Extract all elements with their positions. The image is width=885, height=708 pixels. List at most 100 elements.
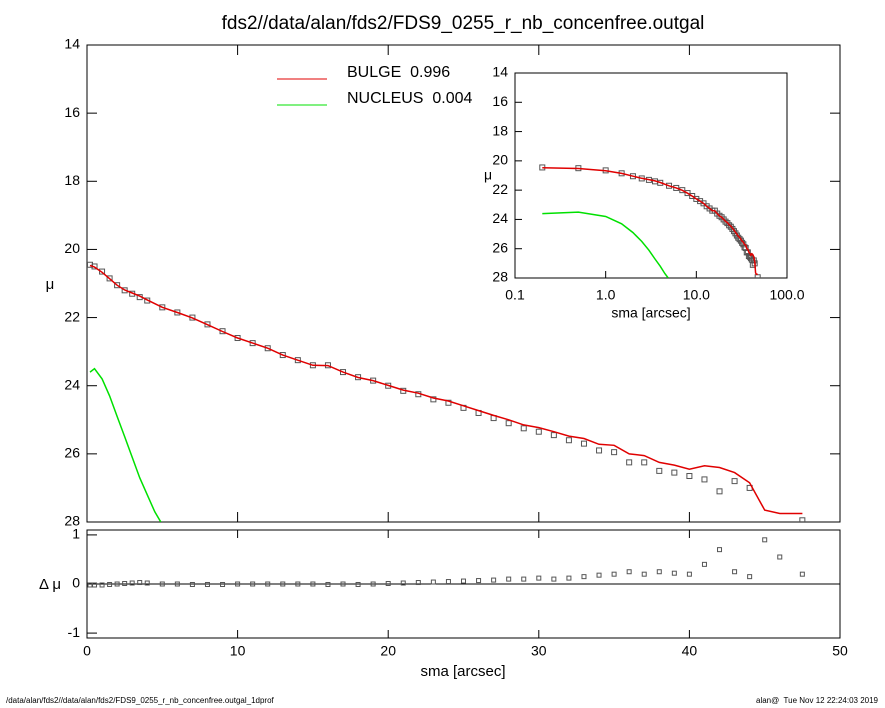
data-point [550, 432, 557, 439]
residual-point [626, 569, 632, 575]
residual-point [747, 574, 753, 580]
series-line [542, 211, 669, 278]
residual-point [310, 581, 316, 587]
data-point [234, 335, 241, 342]
residual-point [445, 579, 451, 585]
residual-point [250, 581, 256, 587]
y-tick-label: -1 [68, 624, 81, 640]
x-axis-label: sma [arcsec] [420, 663, 505, 680]
residual-point [204, 581, 210, 587]
data-point [294, 357, 301, 364]
y-axis-label: μ [46, 276, 55, 293]
data-point [580, 440, 587, 447]
data-point [731, 478, 738, 485]
y-tick-label: 22 [492, 181, 508, 197]
residual-point [671, 570, 677, 576]
y-tick-label: 16 [64, 104, 80, 120]
residual-point [295, 581, 301, 587]
residual-point [265, 581, 271, 587]
residual-point [506, 576, 512, 582]
data-point [666, 182, 673, 189]
inset-x-label: sma [arcsec] [611, 305, 690, 321]
legend-label: BULGE 0.996 [347, 64, 450, 81]
residual-point [400, 580, 406, 586]
data-point [430, 396, 437, 403]
y-tick-label: 26 [64, 445, 80, 461]
y-tick-label: 26 [492, 239, 508, 255]
residual-point [476, 578, 482, 584]
y-tick-label: 22 [64, 308, 80, 324]
residual-point [385, 581, 391, 587]
legend-label: NUCLEUS 0.004 [347, 90, 472, 107]
residual-point [99, 582, 105, 588]
residual-point [762, 537, 768, 543]
residual-point [137, 580, 143, 586]
data-point [754, 280, 759, 285]
data-point [799, 517, 806, 522]
residual-point [280, 581, 286, 587]
data-point [656, 467, 663, 474]
residual-point [189, 581, 195, 587]
data-point [701, 476, 708, 483]
y-tick-label: 28 [492, 269, 508, 285]
residual-point [174, 581, 180, 587]
x-tick-label: 1.0 [596, 287, 616, 303]
residual-point [491, 577, 497, 583]
data-point [106, 275, 113, 282]
y-tick-label: 24 [492, 210, 508, 226]
residual-point [566, 575, 572, 581]
y-tick-label: 24 [64, 376, 80, 392]
data-point [505, 420, 512, 427]
data-point [174, 309, 181, 316]
data-point [671, 469, 678, 476]
y-tick-label: 18 [492, 122, 508, 138]
residual-point [114, 581, 120, 587]
y-tick-label: 20 [492, 152, 508, 168]
inset-frame [514, 72, 788, 279]
y-tick-label: 16 [492, 93, 508, 109]
residual-point [430, 579, 436, 585]
main-plot [87, 261, 806, 522]
residual-point [521, 576, 527, 582]
residual-point [220, 581, 226, 587]
residual-point [551, 576, 557, 582]
data-point [114, 282, 121, 289]
series-line [89, 367, 162, 522]
y-tick-label: 18 [64, 172, 80, 188]
data-point [611, 449, 618, 456]
residual-point [611, 571, 617, 577]
y-tick-label: 1 [72, 526, 80, 542]
inset-plot [539, 164, 761, 285]
residual-point [87, 582, 93, 588]
y-tick-label: 0 [72, 575, 80, 591]
series-line [542, 166, 758, 276]
residual-point [340, 581, 346, 587]
data-point [535, 428, 542, 435]
x-tick-label: 50 [832, 643, 848, 659]
data-point [279, 352, 286, 359]
data-point [264, 345, 271, 352]
data-point [641, 459, 648, 466]
series-line [89, 264, 803, 515]
data-point [686, 473, 693, 480]
y-tick-label: 14 [64, 36, 80, 52]
data-point [754, 274, 761, 278]
residual-point [777, 554, 783, 560]
x-tick-label: 0.1 [505, 287, 525, 303]
data-point [716, 488, 723, 495]
residual-point [370, 581, 376, 587]
residual-point [92, 582, 98, 588]
residual-point [355, 581, 361, 587]
data-point [596, 447, 603, 454]
residual-point [159, 581, 165, 587]
y-tick-label: 28 [64, 513, 80, 529]
residual-point [581, 574, 587, 580]
data-point [340, 369, 347, 376]
residual-point [799, 571, 805, 577]
footer-left: /data/alan/fds2//data/alan/fds2/FDS9_025… [6, 696, 275, 705]
data-point [520, 425, 527, 432]
main-frame [86, 44, 841, 523]
residual-point [717, 547, 723, 553]
residual-point [596, 572, 602, 578]
